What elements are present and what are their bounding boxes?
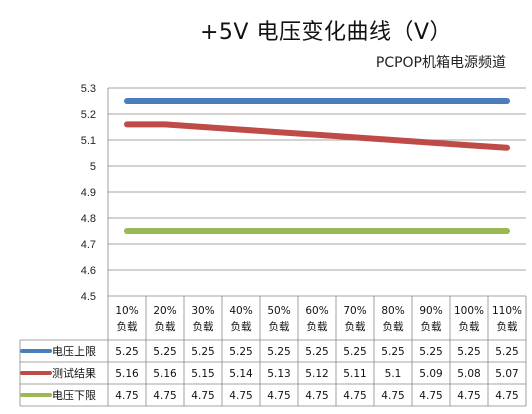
data-label: 5.25 <box>191 346 214 358</box>
data-label: 5.12 <box>305 368 328 380</box>
data-label: 4.75 <box>305 390 328 402</box>
data-label: 5.15 <box>191 368 214 380</box>
data-label: 5.16 <box>115 368 139 380</box>
x-category-label: 20% <box>153 305 176 317</box>
x-category-label: 负载 <box>307 320 328 333</box>
x-category-label: 负载 <box>269 320 290 333</box>
data-label: 5.25 <box>267 346 290 358</box>
x-category-label: 50% <box>267 305 290 317</box>
y-tick-label: 4.5 <box>81 291 96 303</box>
y-tick-label: 4.9 <box>81 187 96 199</box>
series-line <box>124 121 510 151</box>
data-label: 4.75 <box>115 390 138 402</box>
x-category-label: 负载 <box>231 320 252 333</box>
x-category-label: 90% <box>419 305 442 317</box>
x-category-label: 60% <box>305 305 328 317</box>
data-label: 5.09 <box>419 368 442 380</box>
data-label: 4.75 <box>457 390 480 402</box>
x-category-label: 负载 <box>345 320 366 333</box>
data-label: 5.25 <box>115 346 138 358</box>
data-label: 5.25 <box>305 346 328 358</box>
x-category-label: 110% <box>492 305 522 317</box>
x-category-label: 负载 <box>155 320 176 333</box>
data-label: 4.75 <box>343 390 366 402</box>
y-tick-label: 5.2 <box>81 109 96 121</box>
x-category-label: 30% <box>191 305 214 317</box>
data-label: 5.11 <box>343 368 366 380</box>
chart-title: +5V 电压变化曲线（V） <box>199 20 453 45</box>
legend-label: 电压上限 <box>52 345 96 358</box>
x-category-label: 80% <box>381 305 404 317</box>
x-category-label: 负载 <box>117 320 138 333</box>
y-tick-label: 4.8 <box>81 213 96 225</box>
y-tick-label: 4.7 <box>81 239 96 251</box>
data-label: 5.25 <box>153 346 176 358</box>
y-tick-label: 5.1 <box>81 135 96 147</box>
data-label: 5.25 <box>343 346 366 358</box>
y-tick-label: 5.3 <box>81 83 96 95</box>
x-category-label: 40% <box>229 305 252 317</box>
data-label: 5.25 <box>495 346 518 358</box>
x-category-label: 负载 <box>421 320 442 333</box>
data-label: 4.75 <box>153 390 176 402</box>
data-label: 4.75 <box>381 390 404 402</box>
x-category-label: 负载 <box>459 320 480 333</box>
data-label: 4.75 <box>191 390 214 402</box>
data-label: 5.13 <box>267 368 290 380</box>
y-tick-label: 5 <box>90 161 96 173</box>
data-label: 4.75 <box>419 390 442 402</box>
x-category-label: 100% <box>454 305 484 317</box>
y-tick-label: 4.6 <box>81 265 96 277</box>
data-label: 5.1 <box>385 368 402 380</box>
x-category-label: 70% <box>343 305 366 317</box>
data-label: 5.25 <box>229 346 252 358</box>
chart-subtitle: PCPOP机箱电源频道 <box>375 55 506 71</box>
x-category-label: 负载 <box>497 320 518 333</box>
data-label: 5.14 <box>229 368 253 380</box>
legend-label: 测试结果 <box>52 367 96 380</box>
data-label: 5.25 <box>419 346 442 358</box>
x-category-label: 负载 <box>193 320 214 333</box>
data-label: 4.75 <box>495 390 518 402</box>
legend-label: 电压下限 <box>52 389 96 402</box>
data-label: 4.75 <box>229 390 252 402</box>
data-label: 4.75 <box>267 390 290 402</box>
data-label: 5.08 <box>457 368 480 380</box>
x-category-label: 负载 <box>383 320 404 333</box>
data-label: 5.16 <box>153 368 177 380</box>
x-category-label: 10% <box>115 305 138 317</box>
data-label: 5.07 <box>495 368 518 380</box>
data-label: 5.25 <box>381 346 404 358</box>
data-label: 5.25 <box>457 346 480 358</box>
